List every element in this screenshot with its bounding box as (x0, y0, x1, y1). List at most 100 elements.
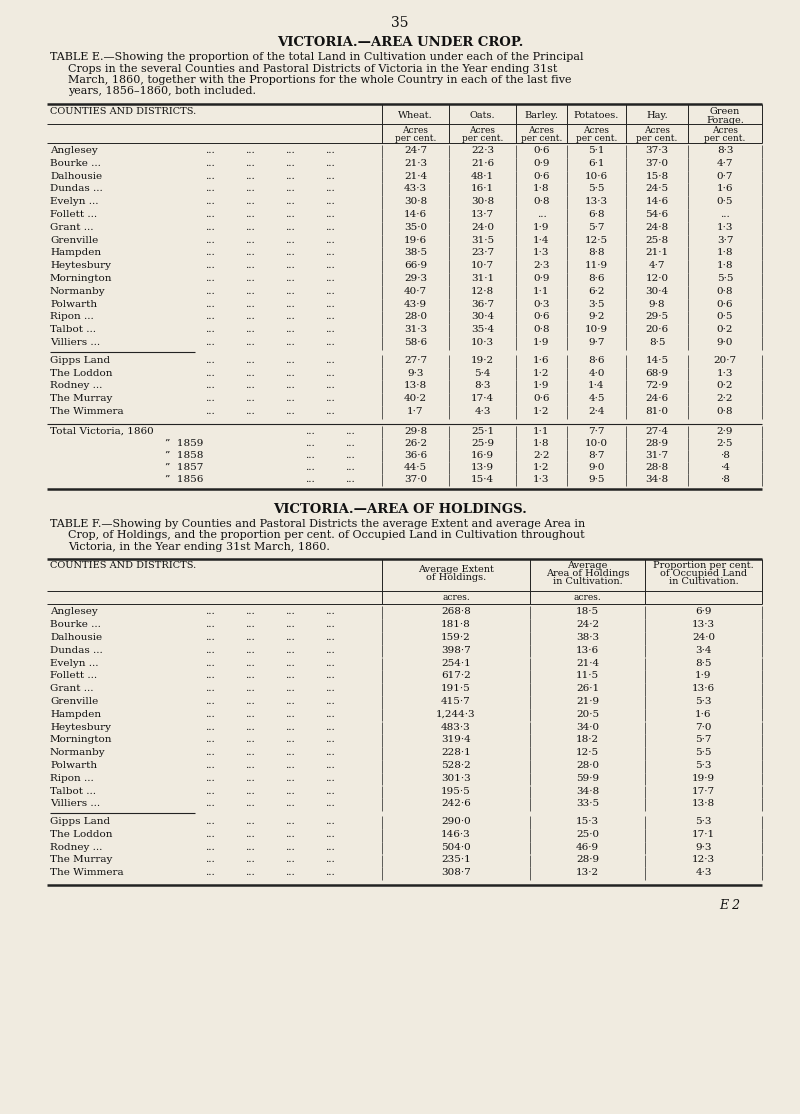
Text: 10·0: 10·0 (585, 439, 608, 448)
Text: ...: ... (285, 658, 295, 667)
Text: 6·2: 6·2 (588, 286, 605, 296)
Text: ...: ... (325, 800, 335, 809)
Text: 13·2: 13·2 (576, 868, 599, 878)
Text: 9·0: 9·0 (717, 338, 734, 346)
Text: Evelyn ...: Evelyn ... (50, 658, 98, 667)
Text: Heytesbury: Heytesbury (50, 723, 111, 732)
Text: 46·9: 46·9 (576, 842, 599, 852)
Text: 15·4: 15·4 (471, 475, 494, 483)
Text: TABLE F.—Showing by Counties and Pastoral Districts the average Extent and avera: TABLE F.—Showing by Counties and Pastora… (50, 519, 586, 529)
Text: 22·3: 22·3 (471, 146, 494, 155)
Text: 228·1: 228·1 (441, 749, 471, 758)
Text: ...: ... (325, 248, 335, 257)
Text: ...: ... (245, 607, 255, 616)
Text: 33·5: 33·5 (576, 800, 599, 809)
Text: 19·9: 19·9 (692, 774, 715, 783)
Text: Gipps Land: Gipps Land (50, 817, 110, 827)
Text: TABLE E.—Showing the proportion of the total Land in Cultivation under each of t: TABLE E.—Showing the proportion of the t… (50, 52, 583, 62)
Text: ...: ... (325, 159, 335, 168)
Text: ...: ... (245, 211, 255, 219)
Text: 21·3: 21·3 (404, 159, 427, 168)
Text: ...: ... (325, 842, 335, 852)
Text: ...: ... (245, 672, 255, 681)
Text: ...: ... (325, 830, 335, 839)
Text: 1·8: 1·8 (534, 439, 550, 448)
Text: ...: ... (325, 658, 335, 667)
Text: 26·2: 26·2 (404, 439, 427, 448)
Text: 30·8: 30·8 (471, 197, 494, 206)
Text: Talbot ...: Talbot ... (50, 325, 96, 334)
Text: Heytesbury: Heytesbury (50, 261, 111, 271)
Text: 1·1: 1·1 (534, 286, 550, 296)
Text: 0·6: 0·6 (534, 394, 550, 403)
Text: 8·8: 8·8 (588, 248, 605, 257)
Text: ...: ... (285, 300, 295, 309)
Text: Acres: Acres (712, 126, 738, 135)
Text: ...: ... (245, 842, 255, 852)
Text: 1·3: 1·3 (534, 475, 550, 483)
Text: ...: ... (245, 369, 255, 378)
Text: 1·8: 1·8 (717, 261, 734, 271)
Text: 1·8: 1·8 (534, 185, 550, 194)
Text: 20·5: 20·5 (576, 710, 599, 719)
Text: 6·8: 6·8 (588, 211, 605, 219)
Text: 19·2: 19·2 (471, 355, 494, 364)
Text: ...: ... (205, 394, 215, 403)
Text: 30·4: 30·4 (646, 286, 669, 296)
Text: 1·9: 1·9 (695, 672, 712, 681)
Text: 5·7: 5·7 (695, 735, 712, 744)
Text: Area of Holdings: Area of Holdings (546, 569, 630, 578)
Text: ...: ... (205, 261, 215, 271)
Text: ”  1857: ” 1857 (165, 462, 203, 472)
Text: ...: ... (325, 620, 335, 629)
Text: per cent.: per cent. (521, 134, 562, 143)
Text: 29·8: 29·8 (404, 427, 427, 436)
Text: 34·8: 34·8 (646, 475, 669, 483)
Text: 21·4: 21·4 (404, 172, 427, 180)
Text: ...: ... (285, 684, 295, 693)
Text: ...: ... (325, 723, 335, 732)
Text: 37·0: 37·0 (646, 159, 669, 168)
Text: ...: ... (285, 355, 295, 364)
Text: 23·7: 23·7 (471, 248, 494, 257)
Text: 13·8: 13·8 (404, 381, 427, 390)
Text: ...: ... (205, 211, 215, 219)
Text: 290·0: 290·0 (441, 817, 471, 827)
Text: 254·1: 254·1 (441, 658, 471, 667)
Text: 4·7: 4·7 (717, 159, 734, 168)
Text: 10·3: 10·3 (471, 338, 494, 346)
Text: The Wimmera: The Wimmera (50, 407, 124, 416)
Text: Ripon ...: Ripon ... (50, 312, 94, 322)
Text: 31·7: 31·7 (646, 451, 669, 460)
Text: 40·7: 40·7 (404, 286, 427, 296)
Text: 1·2: 1·2 (534, 462, 550, 472)
Text: ...: ... (245, 235, 255, 245)
Text: 5·3: 5·3 (695, 697, 712, 706)
Text: ...: ... (285, 646, 295, 655)
Text: 4·0: 4·0 (588, 369, 605, 378)
Text: 21·4: 21·4 (576, 658, 599, 667)
Text: 9·7: 9·7 (588, 338, 605, 346)
Text: 2·2: 2·2 (717, 394, 734, 403)
Text: ...: ... (205, 300, 215, 309)
Text: ...: ... (305, 439, 315, 448)
Text: 29·3: 29·3 (404, 274, 427, 283)
Text: Hampden: Hampden (50, 248, 101, 257)
Text: 0·8: 0·8 (717, 407, 734, 416)
Text: 0·7: 0·7 (717, 172, 734, 180)
Text: 9·5: 9·5 (588, 475, 605, 483)
Text: 20·6: 20·6 (646, 325, 669, 334)
Text: ...: ... (245, 800, 255, 809)
Text: acres.: acres. (442, 594, 470, 603)
Text: 191·5: 191·5 (441, 684, 471, 693)
Text: Normanby: Normanby (50, 749, 106, 758)
Text: 10·7: 10·7 (471, 261, 494, 271)
Text: ...: ... (205, 407, 215, 416)
Text: ...: ... (205, 381, 215, 390)
Text: 25·0: 25·0 (576, 830, 599, 839)
Text: 54·6: 54·6 (646, 211, 669, 219)
Text: ...: ... (345, 451, 355, 460)
Text: in Cultivation.: in Cultivation. (669, 577, 738, 586)
Text: ...: ... (285, 274, 295, 283)
Text: 0·5: 0·5 (717, 312, 734, 322)
